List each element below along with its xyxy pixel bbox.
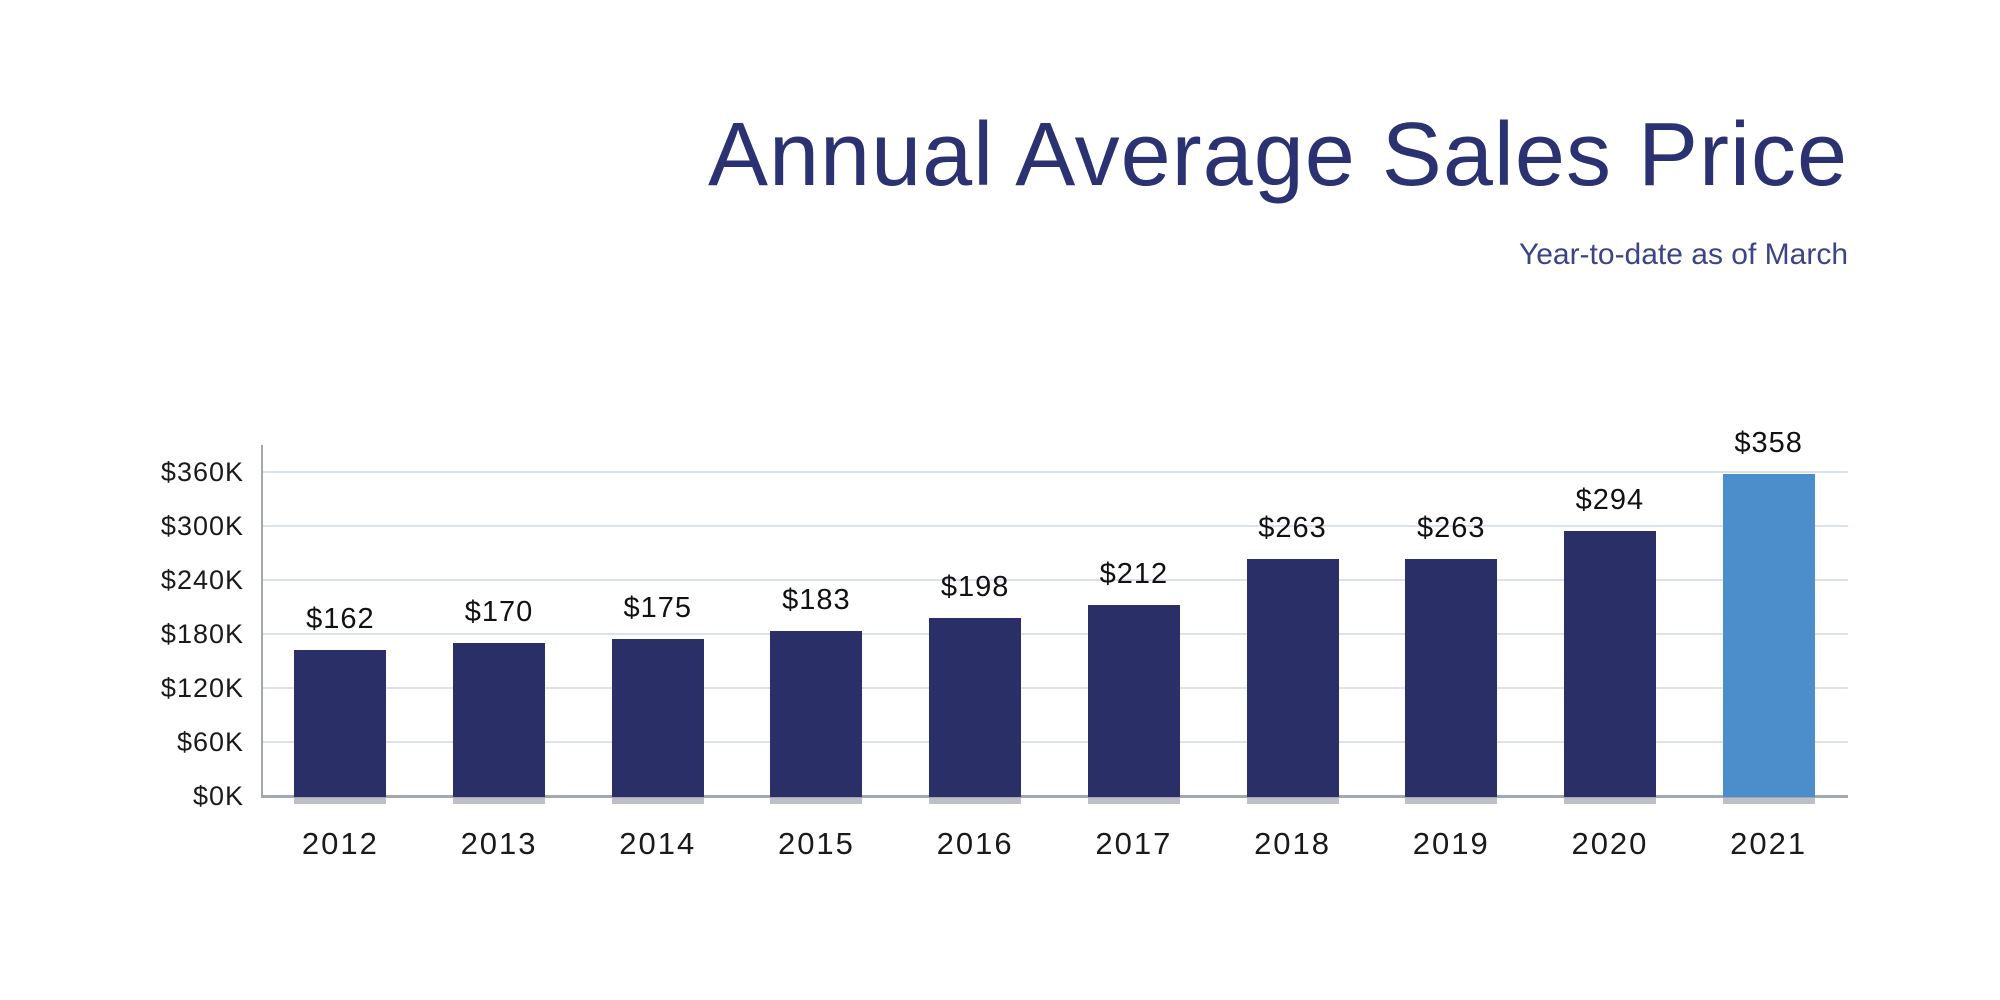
y-tick-label-60k: $60K: [176, 727, 244, 757]
bar-shadow-2016: [929, 798, 1022, 804]
bar-shadow-2017: [1087, 798, 1180, 804]
bar-2013: [453, 643, 546, 797]
y-gridline-240k: [261, 579, 1848, 581]
bar-value-label-2021: $358: [1734, 426, 1803, 459]
bar-2014: [611, 638, 704, 797]
bar-shadow-2021: [1722, 798, 1815, 804]
x-tick-label-2015: 2015: [777, 826, 855, 861]
bar-value-label-2012: $162: [306, 603, 375, 636]
bar-shadow-2012: [294, 798, 387, 804]
bar-shadow-2020: [1563, 798, 1656, 804]
y-axis-line: [261, 445, 263, 798]
x-tick-label-2020: 2020: [1571, 826, 1649, 861]
x-tick-label-2019: 2019: [1412, 826, 1490, 861]
bar-2021: [1722, 473, 1815, 797]
bar-value-label-2014: $175: [623, 591, 692, 624]
bar-shadow-2013: [453, 798, 546, 804]
y-tick-label-180k: $180K: [160, 619, 244, 649]
y-tick-label-240k: $240K: [160, 565, 244, 595]
bar-value-label-2016: $198: [940, 570, 1010, 603]
bar-shadow-2018: [1246, 798, 1339, 804]
bar-shadow-2014: [611, 798, 704, 804]
y-tick-label-120k: $120K: [160, 673, 244, 703]
bar-2019: [1405, 559, 1498, 797]
bar-2020: [1563, 531, 1656, 797]
x-tick-label-2016: 2016: [936, 826, 1014, 861]
bar-2018: [1246, 559, 1339, 797]
bar-value-label-2018: $263: [1258, 512, 1327, 545]
x-tick-label-2013: 2013: [460, 826, 538, 861]
y-gridline-120k: [261, 687, 1848, 689]
bar-value-label-2017: $212: [1099, 558, 1169, 591]
y-tick-label-0k: $0K: [192, 781, 244, 811]
bar-value-label-2020: $294: [1575, 484, 1645, 517]
x-axis-line: [261, 795, 1848, 798]
bar-value-label-2013: $170: [464, 596, 534, 628]
y-gridline-60k: [261, 741, 1848, 743]
y-gridline-300k: [261, 525, 1848, 527]
bar-2017: [1087, 605, 1180, 797]
bar-value-label-2019: $263: [1416, 512, 1486, 545]
bar-value-label-2015: $183: [782, 584, 851, 617]
chart-title: Annual Average Sales Price: [707, 105, 1848, 205]
y-gridline-180k: [261, 633, 1848, 635]
x-tick-label-2021: 2021: [1730, 826, 1808, 861]
x-tick-label-2014: 2014: [619, 826, 697, 861]
x-tick-label-2018: 2018: [1254, 826, 1332, 861]
bar-shadow-2015: [770, 798, 863, 804]
chart-subtitle: Year-to-date as of March: [1518, 238, 1848, 271]
y-tick-label-300k: $300K: [160, 511, 244, 541]
x-tick-label-2012: 2012: [301, 826, 379, 861]
bar-2012: [294, 650, 387, 797]
bar-shadow-2019: [1405, 798, 1498, 804]
x-tick-label-2017: 2017: [1095, 826, 1173, 861]
bar-2015: [770, 631, 863, 797]
y-tick-label-360k: $360K: [160, 457, 244, 487]
bar-2016: [929, 617, 1022, 797]
y-gridline-360k: [261, 471, 1848, 473]
